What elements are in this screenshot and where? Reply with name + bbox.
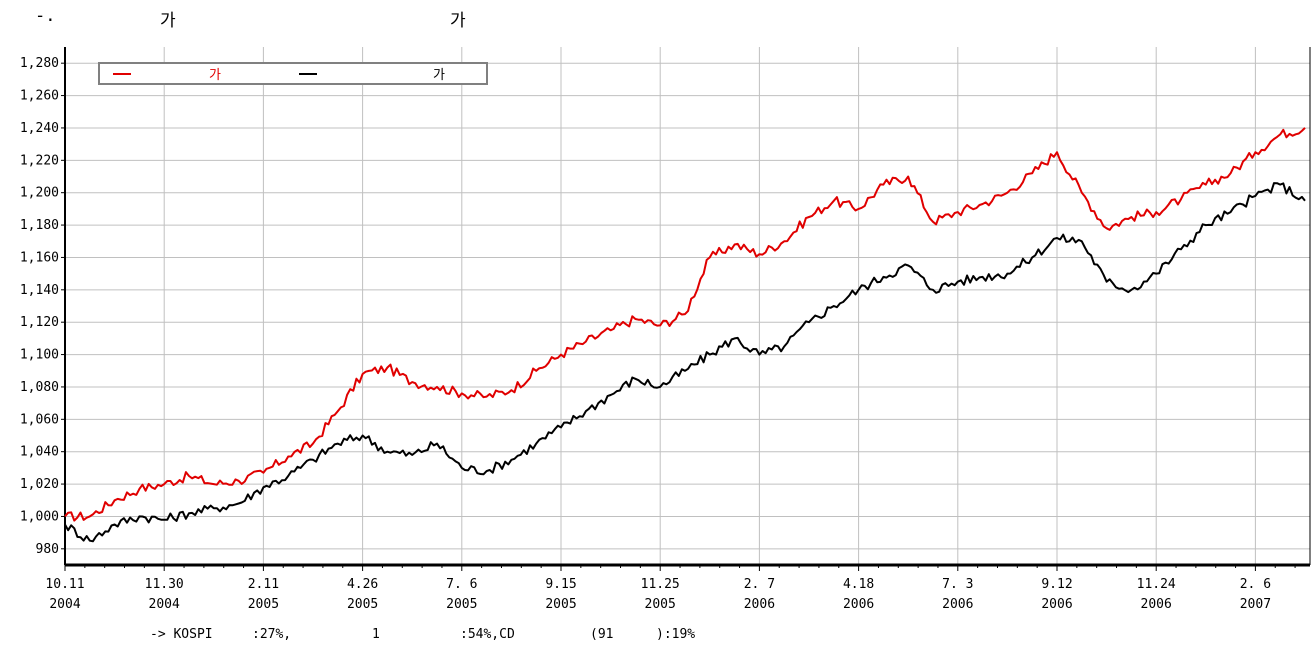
- y-tick-label: 1,260: [20, 89, 59, 104]
- x-tick-label-bottom: 2006: [744, 597, 775, 612]
- legend-label-red: 가: [209, 68, 221, 83]
- x-tick-label-top: 9.15: [545, 577, 576, 592]
- x-tick-label-top: 7. 3: [942, 577, 973, 592]
- x-tick-label-bottom: 2006: [1141, 597, 1172, 612]
- footnote-text: (91: [590, 627, 614, 642]
- y-tick-label: 1,280: [20, 56, 59, 71]
- x-tick-label-top: 11.24: [1137, 577, 1176, 592]
- x-tick-label-top: 11.25: [641, 577, 680, 592]
- x-tick-label-bottom: 2005: [347, 597, 378, 612]
- x-tick-label-top: 10.11: [45, 577, 84, 592]
- x-tick-label-top: 11.30: [145, 577, 184, 592]
- y-tick-label: 1,160: [20, 250, 59, 265]
- legend-box: [98, 62, 488, 85]
- x-tick-label-bottom: 2005: [446, 597, 477, 612]
- y-tick-label: 1,240: [20, 121, 59, 136]
- x-tick-label-bottom: 2004: [49, 597, 80, 612]
- x-tick-label-bottom: 2005: [545, 597, 576, 612]
- x-tick-label-top: 2.11: [248, 577, 279, 592]
- x-tick-label-top: 4.18: [843, 577, 874, 592]
- x-tick-label-bottom: 2005: [248, 597, 279, 612]
- chart-title-label-b: 가: [450, 11, 466, 31]
- footnote-text: :54%,CD: [460, 627, 515, 642]
- x-tick-label-bottom: 2007: [1240, 597, 1271, 612]
- x-tick-label-top: 4.26: [347, 577, 378, 592]
- y-tick-label: 1,200: [20, 186, 59, 201]
- footnote-text: 1: [372, 627, 380, 642]
- series-line-black: [64, 182, 1306, 543]
- chart-title-prefix: -.: [35, 6, 56, 26]
- footnote-text: ):19%: [656, 627, 696, 642]
- x-tick-label-bottom: 2004: [149, 597, 180, 612]
- y-tick-label: 980: [36, 542, 59, 557]
- x-tick-label-top: 2. 7: [744, 577, 775, 592]
- series-line-red: [64, 127, 1306, 522]
- y-tick-label: 1,000: [20, 509, 59, 524]
- x-tick-label-top: 9.12: [1041, 577, 1072, 592]
- y-tick-label: 1,020: [20, 477, 59, 492]
- y-tick-label: 1,180: [20, 218, 59, 233]
- y-tick-label: 1,040: [20, 445, 59, 460]
- x-tick-label-bottom: 2006: [942, 597, 973, 612]
- x-tick-label-top: 2. 6: [1240, 577, 1271, 592]
- x-tick-label-top: 7. 6: [446, 577, 477, 592]
- y-tick-label: 1,120: [20, 315, 59, 330]
- x-tick-label-bottom: 2005: [645, 597, 676, 612]
- y-tick-label: 1,080: [20, 380, 59, 395]
- footnote-text: -> KOSPI: [150, 627, 213, 642]
- x-tick-label-bottom: 2006: [843, 597, 874, 612]
- y-tick-label: 1,140: [20, 283, 59, 298]
- y-tick-label: 1,060: [20, 412, 59, 427]
- legend-label-black: 가: [433, 68, 445, 83]
- chart-title-label-a: 가: [160, 11, 176, 31]
- y-tick-label: 1,100: [20, 348, 59, 363]
- y-tick-label: 1,220: [20, 153, 59, 168]
- x-tick-label-bottom: 2006: [1041, 597, 1072, 612]
- footnote-text: :27%,: [252, 627, 292, 642]
